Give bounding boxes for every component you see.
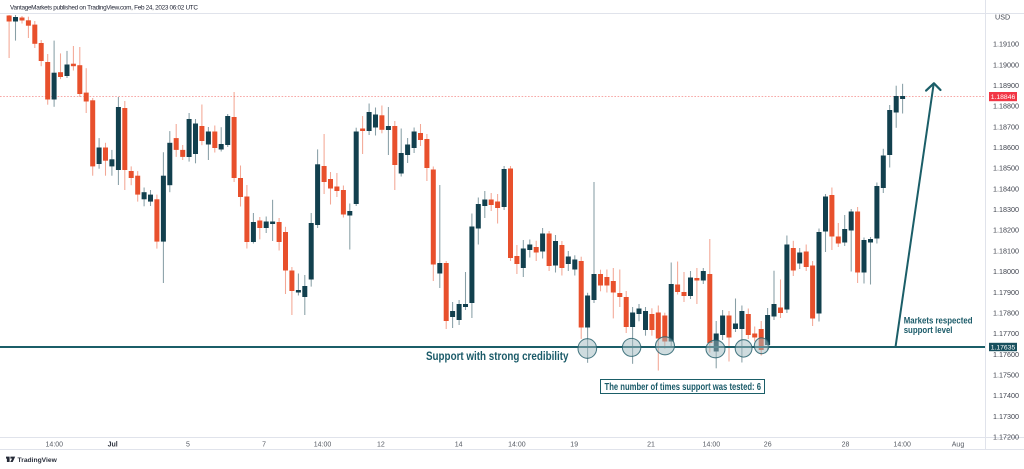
svg-text:28: 28: [842, 441, 850, 448]
svg-text:5: 5: [186, 441, 190, 448]
svg-text:19: 19: [570, 441, 578, 448]
svg-text:1.18846: 1.18846: [991, 94, 1016, 101]
svg-text:14:00: 14:00: [893, 441, 911, 448]
svg-text:1.17900: 1.17900: [993, 288, 1019, 297]
svg-text:14:00: 14:00: [703, 441, 721, 448]
svg-text:VantageMarkets published on Tr: VantageMarkets published on TradingView.…: [10, 4, 198, 11]
svg-text:12: 12: [377, 441, 385, 448]
svg-text:1.18600: 1.18600: [993, 143, 1019, 152]
svg-text:1.18400: 1.18400: [993, 184, 1019, 193]
svg-text:14:00: 14:00: [314, 441, 332, 448]
svg-text:26: 26: [764, 441, 772, 448]
svg-text:1.17400: 1.17400: [993, 391, 1019, 400]
svg-text:14: 14: [455, 441, 463, 448]
svg-text:1.17300: 1.17300: [993, 412, 1019, 421]
svg-text:Markets respected: Markets respected: [904, 316, 973, 327]
svg-text:USD: USD: [995, 13, 1010, 22]
svg-text:14:00: 14:00: [508, 441, 526, 448]
svg-text:1.18100: 1.18100: [993, 246, 1019, 255]
svg-text:The number of times support wa: The number of times support was tested: …: [605, 382, 762, 393]
svg-text:Jul: Jul: [108, 441, 118, 448]
svg-text:1.17700: 1.17700: [993, 329, 1019, 338]
svg-text:14:00: 14:00: [46, 441, 64, 448]
svg-text:1.17200: 1.17200: [993, 433, 1019, 442]
svg-text:1.18200: 1.18200: [993, 226, 1019, 235]
svg-text:1.17600: 1.17600: [993, 350, 1019, 359]
svg-text:support level: support level: [904, 325, 953, 336]
svg-text:Support with strong credibilit: Support with strong credibility: [426, 349, 569, 363]
svg-text:1.18300: 1.18300: [993, 205, 1019, 214]
svg-text:1.18700: 1.18700: [993, 122, 1019, 131]
svg-text:1.18500: 1.18500: [993, 164, 1019, 173]
svg-text:1.17500: 1.17500: [993, 371, 1019, 380]
svg-text:7: 7: [262, 441, 266, 448]
svg-text:TradingView: TradingView: [18, 457, 58, 464]
svg-text:1.17635: 1.17635: [991, 345, 1016, 352]
svg-text:Aug: Aug: [952, 441, 965, 448]
svg-text:1.17800: 1.17800: [993, 308, 1019, 317]
svg-text:1.19100: 1.19100: [993, 40, 1019, 49]
svg-text:1.19000: 1.19000: [993, 60, 1019, 69]
svg-text:21: 21: [647, 441, 655, 448]
svg-text:1.18800: 1.18800: [993, 102, 1019, 111]
svg-text:1.18900: 1.18900: [993, 81, 1019, 90]
svg-text:1.18000: 1.18000: [993, 267, 1019, 276]
